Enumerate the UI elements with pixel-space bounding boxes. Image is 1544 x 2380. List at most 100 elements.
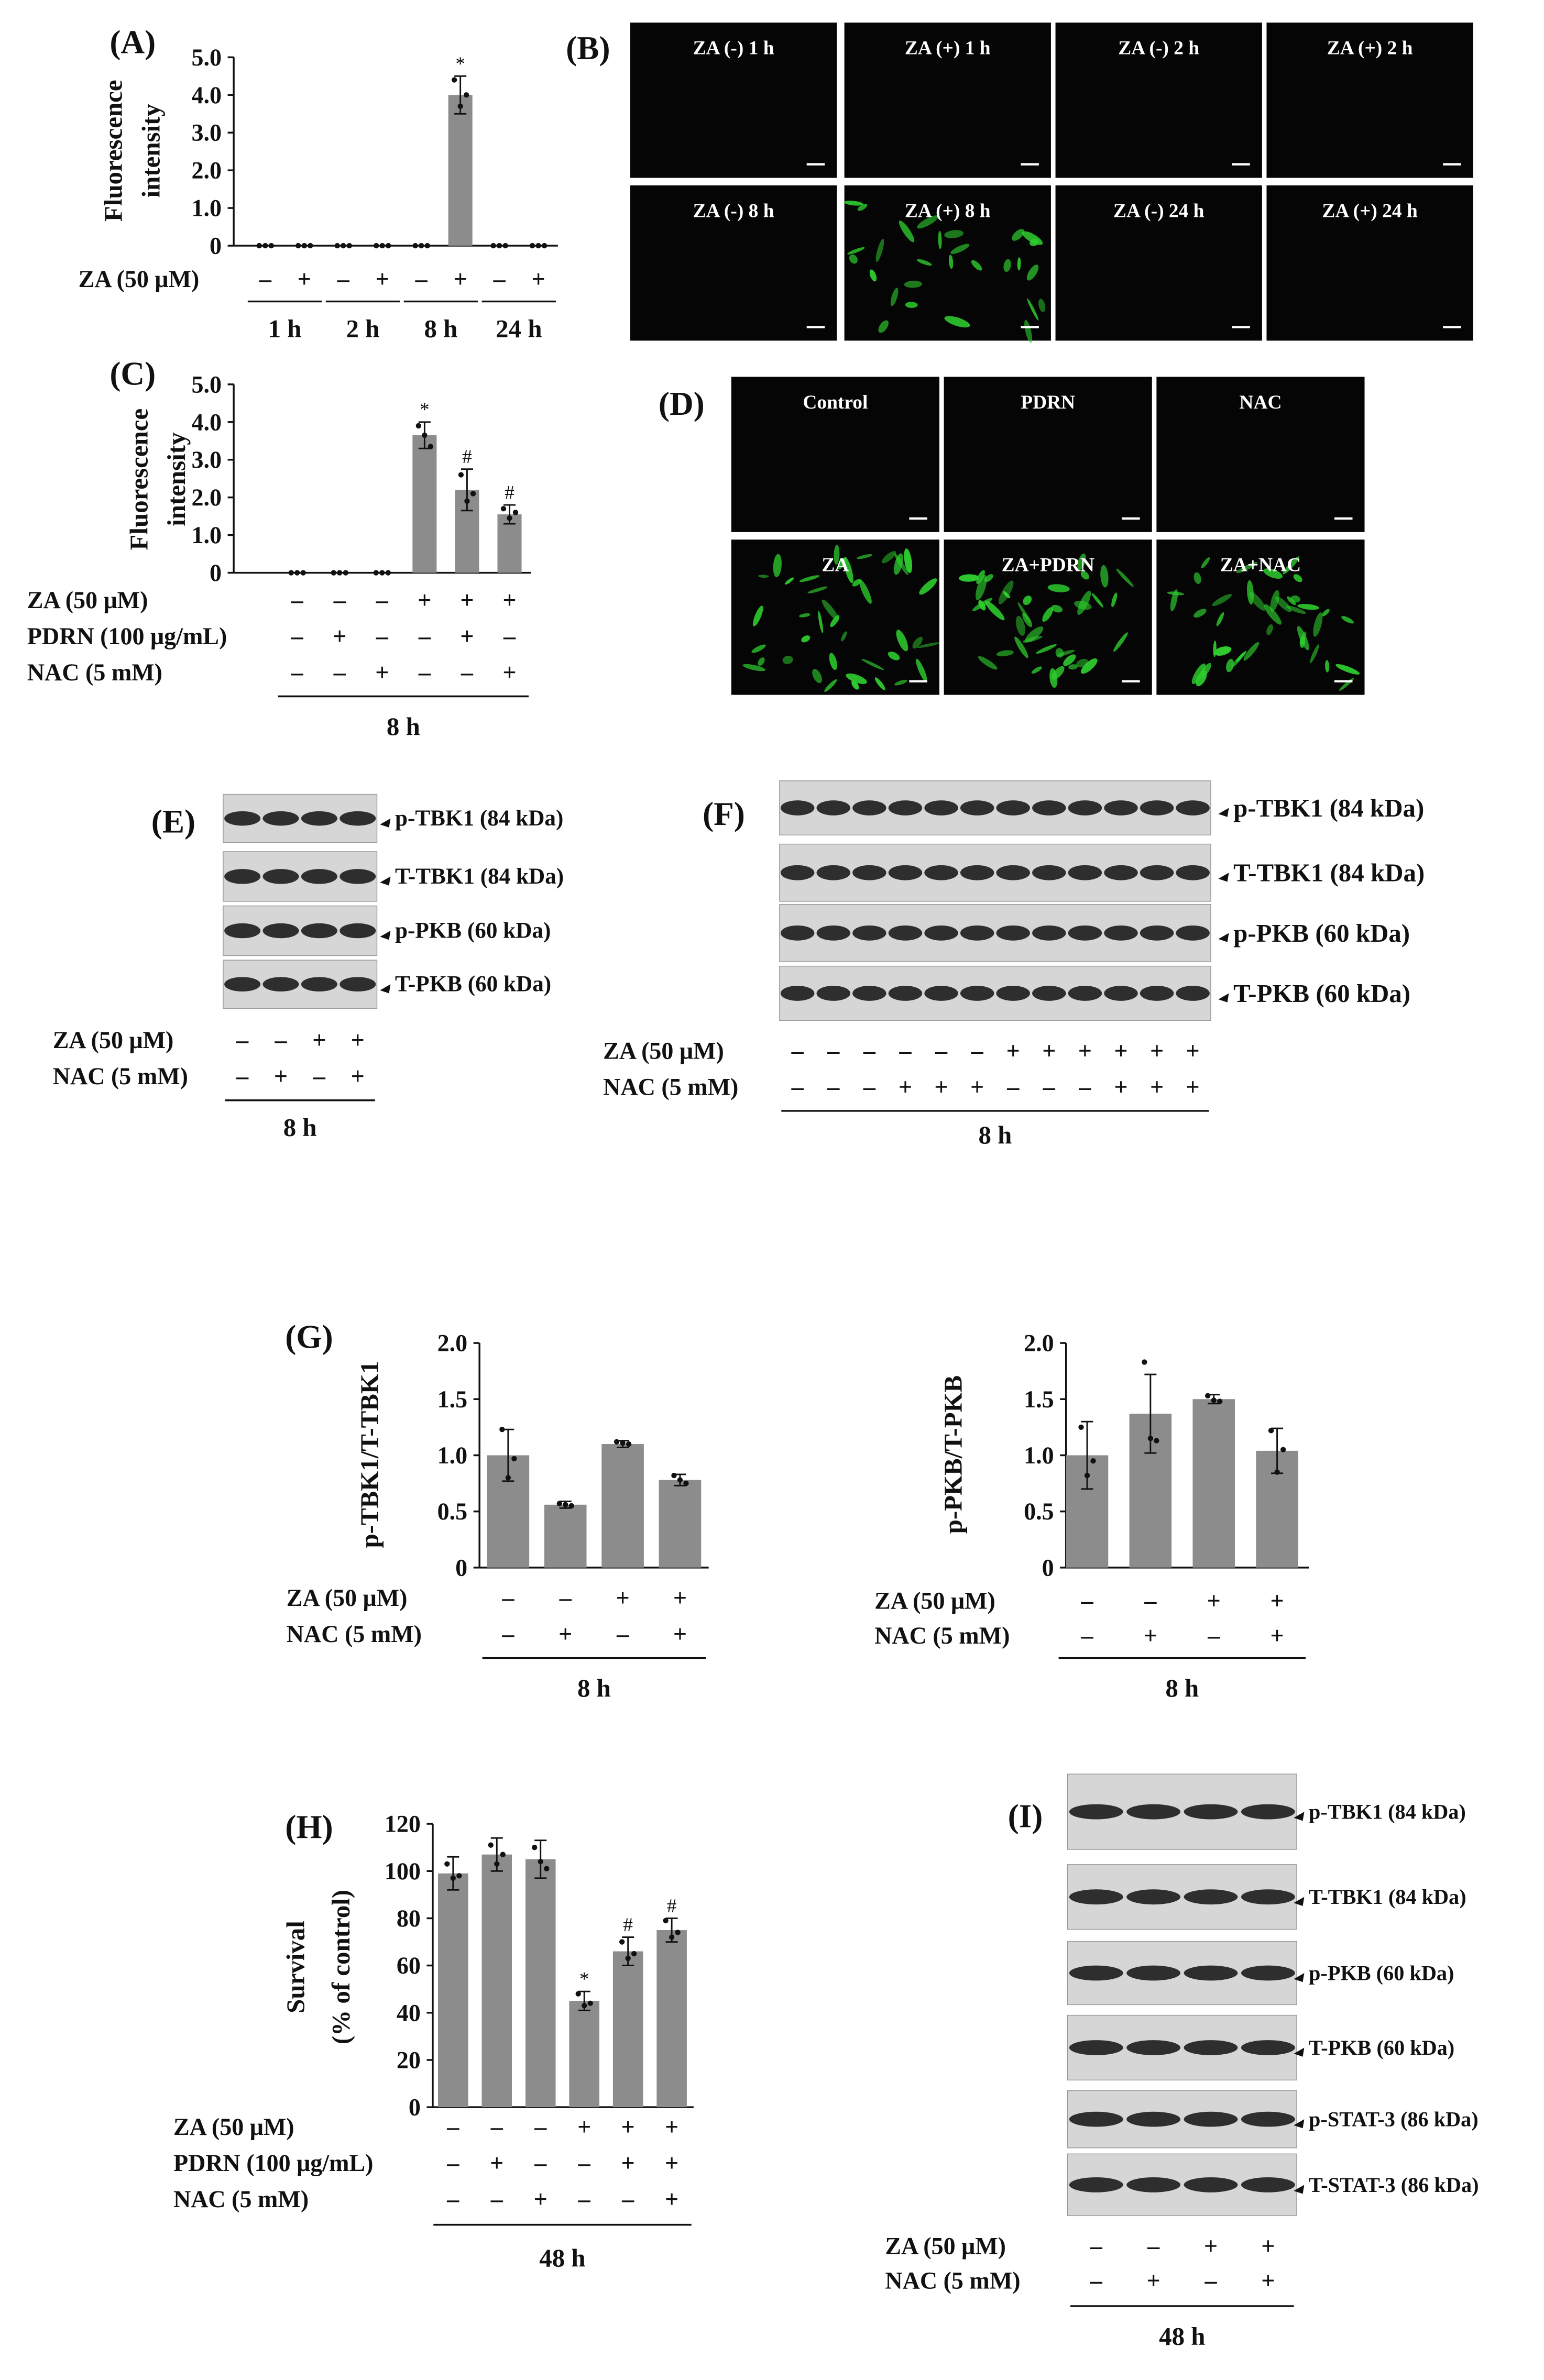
y-tick-label: 40: [397, 1999, 421, 2026]
cell: [1022, 636, 1043, 643]
condition-sign: +: [1078, 1037, 1092, 1064]
data-point: [379, 243, 385, 249]
blot-band: [1241, 1965, 1295, 1981]
condition-label: NAC (5 mM): [173, 2186, 309, 2212]
cell: [904, 280, 923, 288]
micrograph-bg: [1055, 23, 1262, 178]
cell: [916, 658, 927, 682]
data-point: [331, 570, 336, 576]
condition-sign: +: [1042, 1037, 1056, 1064]
data-point: [341, 243, 346, 249]
cell: [1297, 603, 1319, 610]
condition-sign: +: [665, 2150, 678, 2176]
blot-band: [1032, 800, 1066, 816]
condition-sign: +: [502, 659, 516, 686]
cell: [976, 570, 985, 585]
group-label: 8 h: [1165, 1674, 1199, 1703]
band-arrow: [1294, 1812, 1305, 1821]
data-point: [1084, 1472, 1090, 1479]
y-tick-label: 1.0: [192, 195, 222, 222]
y-tick-label: 80: [397, 1905, 421, 1932]
cell: [878, 320, 889, 333]
cell: [773, 554, 782, 578]
cell: [1213, 646, 1232, 656]
cell: [1038, 299, 1046, 312]
micrograph: ZA (-) 1 h: [630, 23, 837, 178]
band-arrow: [1294, 2119, 1305, 2129]
condition-sign: –: [578, 2186, 591, 2212]
condition-label: NAC (5 mM): [885, 2267, 1020, 2294]
band-label: p-TBK1 (84 kDa): [1233, 794, 1424, 822]
condition-sign: –: [1080, 1622, 1093, 1649]
condition-label: PDRN (100 μg/mL): [173, 2150, 374, 2176]
data-point: [582, 2003, 587, 2009]
band-arrow: [1218, 933, 1229, 942]
y-tick-label: 0.5: [437, 1498, 468, 1525]
data-point: [568, 1503, 574, 1509]
y-tick-label: 1.5: [1024, 1386, 1054, 1413]
cell: [1310, 644, 1319, 664]
condition-sign: –: [1090, 2267, 1103, 2294]
micrograph-bg: [731, 377, 939, 532]
group-label: 1 h: [268, 314, 302, 343]
blot-band: [1241, 2111, 1295, 2127]
condition-sign: –: [490, 2113, 503, 2140]
condition-sign: +: [454, 266, 467, 292]
group-label: 8 h: [387, 712, 420, 741]
condition-sign: +: [665, 2113, 678, 2140]
condition-label: ZA (50 μM): [27, 587, 148, 613]
data-point: [1280, 1447, 1286, 1452]
blot-band: [996, 865, 1030, 880]
blot-band: [1126, 1965, 1181, 1981]
condition-sign: –: [503, 623, 516, 649]
data-point: [625, 1955, 631, 1962]
cell: [917, 642, 940, 648]
blot-band: [1241, 1889, 1295, 1905]
y-tick-label: 1.0: [192, 522, 222, 548]
blot-band: [1069, 2111, 1123, 2127]
data-point: [490, 243, 496, 249]
cell: [1264, 604, 1282, 625]
y-tick-label: 0: [210, 233, 222, 259]
blot-strip: [779, 965, 1211, 1021]
condition-sign: +: [333, 623, 346, 649]
blot-band: [1032, 865, 1066, 880]
cell: [904, 548, 913, 574]
condition-sign: +: [1150, 1037, 1164, 1064]
condition-sign: –: [827, 1073, 840, 1100]
cell: [996, 650, 1014, 657]
micrograph: ZA (-) 2 h: [1055, 23, 1262, 178]
band-arrow: [1218, 993, 1229, 1002]
blot-strip: [1067, 2014, 1297, 2081]
cell: [1116, 568, 1134, 587]
condition-sign: +: [559, 1621, 572, 1647]
blot-band: [852, 925, 886, 941]
data-point: [675, 1930, 681, 1935]
data-point: [535, 243, 541, 249]
condition-sign: –: [559, 1584, 572, 1611]
micrograph-label: ZA (-) 2 h: [1118, 38, 1199, 59]
blot-strip: [779, 843, 1211, 902]
data-point: [1211, 1397, 1217, 1403]
condition-label: NAC (5 mM): [603, 1073, 738, 1100]
condition-sign: +: [460, 587, 474, 613]
y-axis-label: (% of control): [326, 1890, 355, 2044]
condition-sign: +: [351, 1063, 365, 1089]
data-point: [343, 570, 348, 576]
data-point: [301, 243, 307, 249]
condition-sign: –: [333, 659, 346, 686]
cell: [1036, 644, 1057, 654]
condition-sign: +: [970, 1073, 984, 1100]
cell: [869, 269, 877, 282]
blot-band: [301, 869, 337, 884]
blot-band: [224, 977, 261, 991]
y-tick-label: 5.0: [192, 371, 222, 398]
y-tick-label: 3.0: [192, 119, 222, 146]
data-point: [663, 1918, 669, 1924]
y-axis-label: intensity: [136, 104, 165, 197]
blot-band: [780, 865, 815, 880]
band-label: T-PKB (60 kDa): [1233, 979, 1410, 1008]
blot-band: [340, 977, 376, 991]
